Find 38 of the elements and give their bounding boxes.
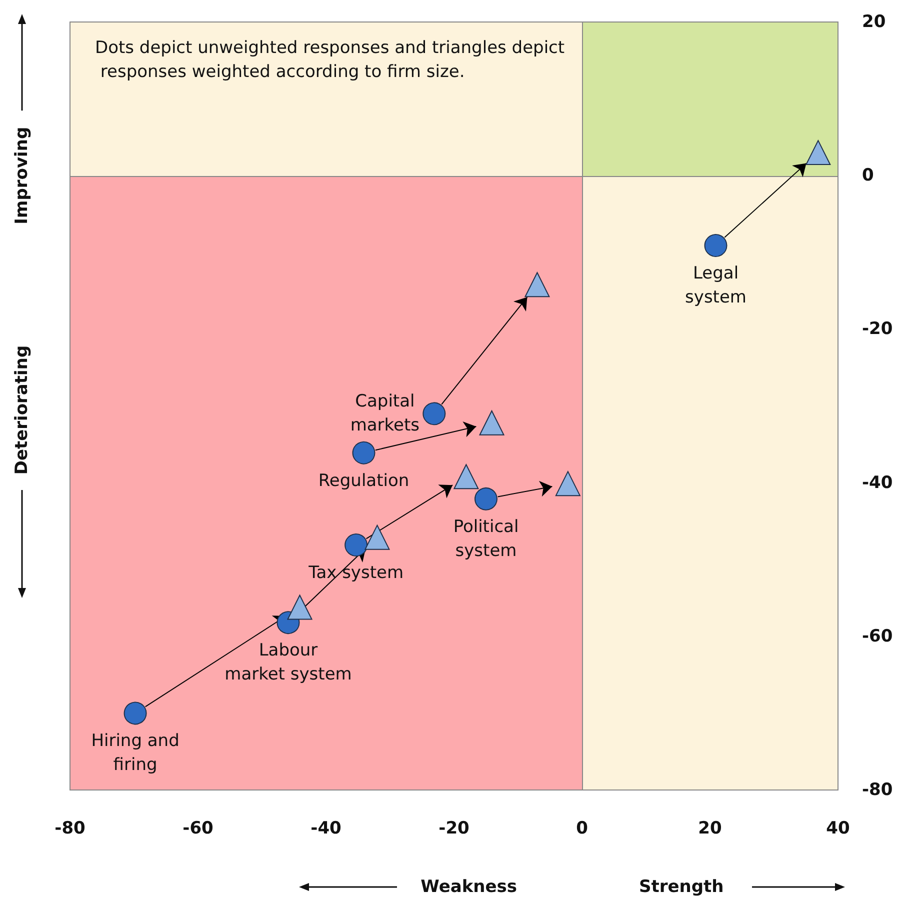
point	[364, 524, 390, 550]
text: Improving	[12, 126, 32, 224]
point	[474, 487, 498, 510]
point	[806, 140, 831, 166]
annotation: Dots depict unweighted responses and triangles depict responses weighted according to firm size.	[95, 38, 565, 82]
point	[124, 702, 147, 725]
y-tick-label: 20	[862, 12, 886, 32]
point	[344, 534, 368, 556]
annotation: Hiring and firing	[91, 731, 180, 776]
x-tick-label: 40	[826, 818, 850, 838]
point	[479, 410, 504, 436]
point	[524, 272, 550, 298]
y-tick-label: -60	[862, 626, 893, 646]
annotation: Political system	[453, 516, 519, 561]
point	[704, 234, 728, 257]
y-tick-label: 0	[862, 166, 874, 186]
annotation: Labour market system	[224, 640, 352, 685]
text: Strength	[639, 877, 724, 897]
y-tick-label: -20	[862, 319, 893, 340]
point	[454, 464, 479, 490]
x-tick-label: 20	[698, 818, 722, 838]
annotation: Regulation	[318, 470, 410, 491]
text: Weakness	[420, 877, 517, 897]
point	[422, 402, 446, 426]
x-tick-label: -60	[182, 818, 214, 838]
point	[555, 471, 580, 496]
text: Deteriorating	[12, 345, 32, 475]
x-tick-label: 0	[576, 818, 588, 838]
annotation: Tax system	[308, 563, 404, 584]
annotation: Capital markets	[350, 392, 420, 436]
point	[287, 594, 312, 620]
x-tick-label: -20	[438, 818, 470, 838]
y-tick-label: -80	[862, 780, 893, 800]
annotation: Legal system	[685, 263, 746, 308]
x-tick-label: -40	[310, 818, 342, 838]
point	[352, 441, 376, 464]
x-tick-label: -80	[54, 818, 86, 838]
y-tick-label: -40	[862, 472, 893, 493]
